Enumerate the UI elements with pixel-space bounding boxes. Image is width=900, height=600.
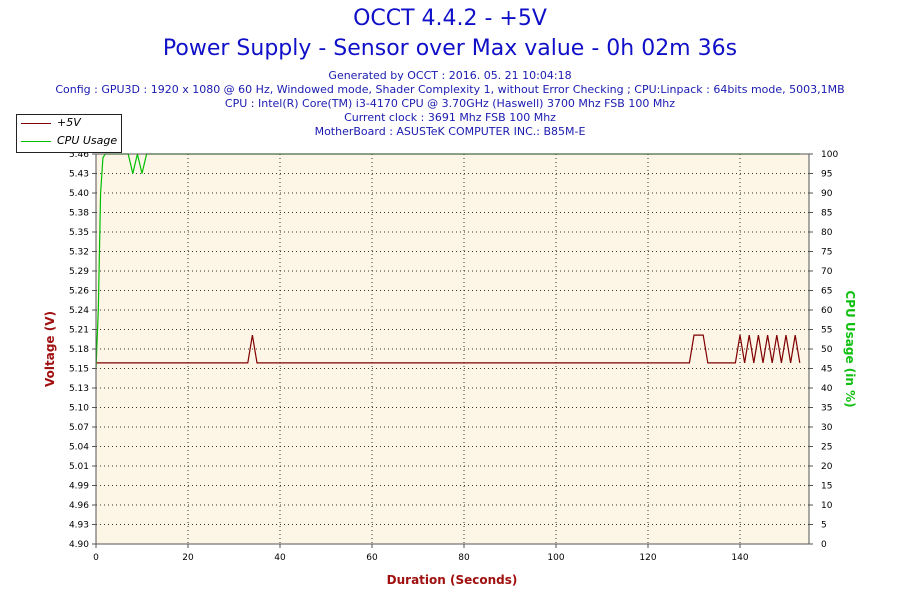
- y-tick-label-right: 95: [821, 170, 832, 180]
- axes-layer: 0 20 40 60 80 100 120 1405.465.435.405.385.355.…: [69, 150, 838, 563]
- y-tick-label-left: 5.10: [69, 404, 89, 414]
- y-tick-label-left: 4.90: [69, 540, 89, 550]
- x-tick-label: 20: [182, 553, 194, 563]
- x-tick-label: 60: [366, 553, 378, 563]
- y-tick-label-left: 5.21: [69, 326, 89, 336]
- legend-label-voltage: +5V: [57, 116, 81, 129]
- x-tick-label: 100: [547, 553, 564, 563]
- y-tick-label-left: 4.93: [69, 521, 89, 531]
- chart-subtitle: Power Supply - Sensor over Max value - 0…: [162, 36, 738, 61]
- y-tick-label-right: 40: [821, 384, 833, 394]
- y-tick-label-right: 55: [821, 326, 832, 336]
- y-tick-label-right: 70: [821, 267, 833, 277]
- legend: +5V CPU Usage: [16, 114, 122, 153]
- legend-item-cpu-usage: CPU Usage: [17, 134, 121, 150]
- y-tick-label-right: 5: [821, 521, 827, 531]
- y-tick-label-left: 5.13: [69, 384, 89, 394]
- series-line-voltage: [96, 334, 801, 364]
- grid-lines: [96, 154, 809, 544]
- y-tick-label-right: 90: [821, 189, 833, 199]
- y-tick-label-left: 4.99: [69, 482, 89, 492]
- y-tick-label-left: 4.96: [69, 501, 89, 511]
- y-tick-label-left: 5.35: [69, 228, 89, 238]
- info-cpu: CPU : Intel(R) Core(TM) i3-4170 CPU @ 3.…: [224, 97, 676, 110]
- y-tick-label-left: 5.07: [69, 423, 89, 433]
- legend-item-voltage: +5V: [17, 116, 121, 132]
- y-tick-label-left: 5.40: [69, 189, 89, 199]
- y-tick-label-right: 85: [821, 209, 832, 219]
- y-tick-label-right: 10: [821, 501, 833, 511]
- y-tick-label-left: 5.29: [69, 267, 89, 277]
- y-tick-label-left: 5.26: [69, 287, 89, 297]
- y-tick-label-right: 75: [821, 248, 832, 258]
- y-tick-label-left: 5.18: [69, 345, 89, 355]
- y-axis-label-right: CPU Usage (in %): [843, 290, 857, 407]
- y-tick-label-right: 60: [821, 306, 833, 316]
- x-tick-label: 120: [639, 553, 656, 563]
- y-tick-label-left: 5.04: [69, 443, 89, 453]
- y-tick-label-left: 5.46: [69, 150, 89, 160]
- y-tick-label-left: 5.24: [69, 306, 89, 316]
- info-generated: Generated by OCCT : 2016. 05. 21 10:04:1…: [328, 69, 572, 82]
- y-tick-label-right: 30: [821, 423, 833, 433]
- y-tick-label-left: 5.32: [69, 248, 89, 258]
- legend-label-cpu-usage: CPU Usage: [57, 134, 118, 147]
- x-tick-label: 80: [458, 553, 470, 563]
- y-tick-label-right: 45: [821, 365, 832, 375]
- x-tick-label: 0: [93, 553, 99, 563]
- info-config: Config : GPU3D : 1920 x 1080 @ 60 Hz, Wi…: [55, 83, 845, 96]
- y-axis-label-left: Voltage (V): [43, 311, 57, 387]
- y-tick-label-right: 80: [821, 228, 833, 238]
- y-tick-label-right: 25: [821, 443, 832, 453]
- x-tick-label: 140: [731, 553, 748, 563]
- y-tick-label-left: 5.15: [69, 365, 89, 375]
- info-motherboard: MotherBoard : ASUSTeK COMPUTER INC.: B85…: [314, 125, 586, 138]
- legend-swatch-cpu-usage: [21, 141, 51, 142]
- legend-swatch-voltage: [21, 123, 51, 124]
- y-tick-label-left: 5.01: [69, 462, 89, 472]
- y-tick-label-right: 65: [821, 287, 832, 297]
- y-tick-label-left: 5.43: [69, 170, 89, 180]
- y-tick-label-right: 20: [821, 462, 833, 472]
- x-axis-label: Duration (Seconds): [387, 573, 518, 587]
- y-tick-label-right: 100: [821, 150, 838, 160]
- y-tick-label-right: 35: [821, 404, 832, 414]
- y-tick-label-right: 15: [821, 482, 832, 492]
- info-clock: Current clock : 3691 Mhz FSB 100 Mhz: [344, 111, 556, 124]
- y-tick-label-right: 50: [821, 345, 833, 355]
- y-tick-label-right: 0: [821, 540, 827, 550]
- y-tick-label-left: 5.38: [69, 209, 89, 219]
- chart-title: OCCT 4.4.2 - +5V: [353, 6, 547, 31]
- x-tick-label: 40: [274, 553, 286, 563]
